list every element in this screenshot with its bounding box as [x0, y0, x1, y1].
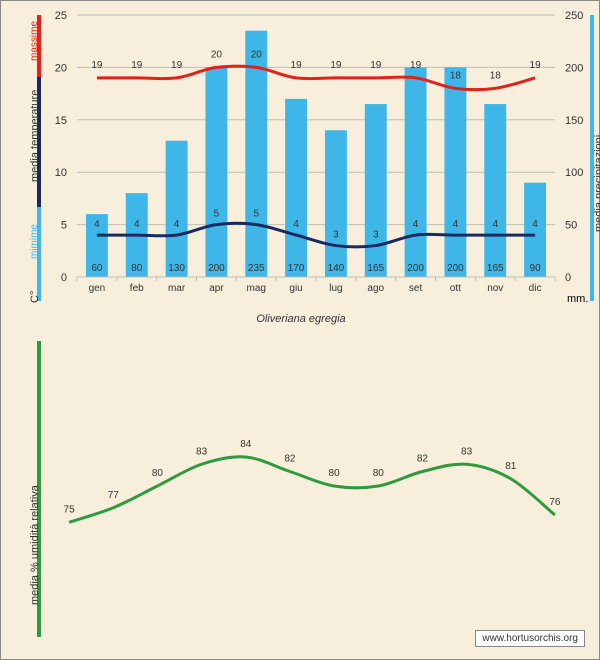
- svg-text:250: 250: [565, 10, 583, 22]
- svg-text:feb: feb: [130, 283, 144, 294]
- climate-chart: 6080130200235170140165200200165901919192…: [7, 7, 595, 329]
- svg-text:apr: apr: [209, 283, 224, 294]
- svg-text:130: 130: [168, 263, 185, 274]
- svg-text:150: 150: [565, 115, 583, 127]
- svg-text:200: 200: [565, 62, 583, 74]
- svg-text:5: 5: [61, 220, 67, 232]
- minime-label: mimime: [29, 224, 40, 259]
- svg-text:80: 80: [152, 468, 164, 479]
- svg-text:3: 3: [333, 230, 339, 241]
- svg-text:4: 4: [453, 219, 459, 230]
- footer-url: www.hortusorchis.org: [475, 630, 585, 647]
- temp-axis-label: media temperature: [29, 90, 41, 182]
- svg-text:mar: mar: [168, 283, 186, 294]
- svg-text:19: 19: [330, 60, 342, 71]
- svg-text:18: 18: [490, 70, 502, 81]
- svg-text:giu: giu: [289, 283, 302, 294]
- climate-svg: 6080130200235170140165200200165901919192…: [7, 7, 595, 307]
- humidity-axis-label: media % umidità relativa: [29, 485, 41, 605]
- svg-text:90: 90: [530, 263, 542, 274]
- svg-text:200: 200: [208, 263, 225, 274]
- svg-text:lug: lug: [329, 283, 342, 294]
- svg-text:19: 19: [291, 60, 303, 71]
- svg-text:82: 82: [417, 454, 429, 465]
- svg-text:4: 4: [413, 219, 419, 230]
- svg-text:81: 81: [505, 461, 517, 472]
- svg-text:5: 5: [214, 209, 220, 220]
- precip-axis-label: media precipitazioni: [593, 135, 600, 232]
- svg-text:0: 0: [565, 272, 571, 284]
- svg-text:200: 200: [407, 263, 424, 274]
- svg-text:82: 82: [284, 454, 296, 465]
- svg-text:mag: mag: [247, 283, 266, 294]
- svg-text:4: 4: [174, 219, 180, 230]
- svg-text:170: 170: [288, 263, 305, 274]
- svg-text:19: 19: [91, 60, 103, 71]
- svg-text:235: 235: [248, 263, 265, 274]
- svg-text:0: 0: [61, 272, 67, 284]
- svg-text:80: 80: [329, 468, 341, 479]
- svg-text:19: 19: [370, 60, 382, 71]
- species-caption: Oliveriana egregia: [7, 313, 595, 325]
- svg-text:75: 75: [64, 504, 76, 515]
- svg-text:84: 84: [240, 439, 252, 450]
- svg-text:20: 20: [55, 62, 67, 74]
- svg-text:80: 80: [373, 468, 385, 479]
- svg-text:4: 4: [532, 219, 538, 230]
- svg-text:ago: ago: [367, 283, 384, 294]
- svg-text:gen: gen: [89, 283, 106, 294]
- svg-text:77: 77: [108, 490, 120, 501]
- svg-text:20: 20: [251, 49, 263, 60]
- svg-text:50: 50: [565, 220, 577, 232]
- svg-text:4: 4: [492, 219, 498, 230]
- humidity-svg: 75 77 80 83 84 82 80 80 82 83 81 76: [7, 335, 595, 653]
- svg-text:5: 5: [253, 209, 259, 220]
- svg-text:25: 25: [55, 10, 67, 22]
- svg-text:19: 19: [131, 60, 143, 71]
- svg-text:165: 165: [487, 263, 504, 274]
- svg-text:83: 83: [196, 446, 208, 457]
- svg-text:60: 60: [91, 263, 103, 274]
- humidity-chart: 75 77 80 83 84 82 80 80 82 83 81 76 media % umidità…: [7, 335, 595, 653]
- svg-text:80: 80: [131, 263, 143, 274]
- svg-text:10: 10: [55, 167, 67, 179]
- svg-text:dic: dic: [529, 283, 542, 294]
- massime-label: massime: [29, 21, 40, 61]
- svg-text:100: 100: [565, 167, 583, 179]
- temp-unit-label: C°: [29, 291, 41, 303]
- svg-text:200: 200: [447, 263, 464, 274]
- precip-unit-label: mm.: [567, 293, 588, 305]
- svg-text:19: 19: [410, 60, 422, 71]
- svg-text:4: 4: [94, 219, 100, 230]
- svg-text:19: 19: [530, 60, 542, 71]
- svg-text:140: 140: [328, 263, 345, 274]
- svg-text:76: 76: [549, 497, 561, 508]
- svg-text:165: 165: [367, 263, 384, 274]
- svg-text:18: 18: [450, 70, 462, 81]
- svg-text:nov: nov: [487, 283, 503, 294]
- svg-text:4: 4: [293, 219, 299, 230]
- svg-text:set: set: [409, 283, 423, 294]
- svg-text:3: 3: [373, 230, 379, 241]
- svg-text:19: 19: [171, 60, 183, 71]
- svg-text:15: 15: [55, 115, 67, 127]
- svg-text:ott: ott: [450, 283, 461, 294]
- svg-text:4: 4: [134, 219, 140, 230]
- svg-text:83: 83: [461, 446, 473, 457]
- svg-text:20: 20: [211, 49, 223, 60]
